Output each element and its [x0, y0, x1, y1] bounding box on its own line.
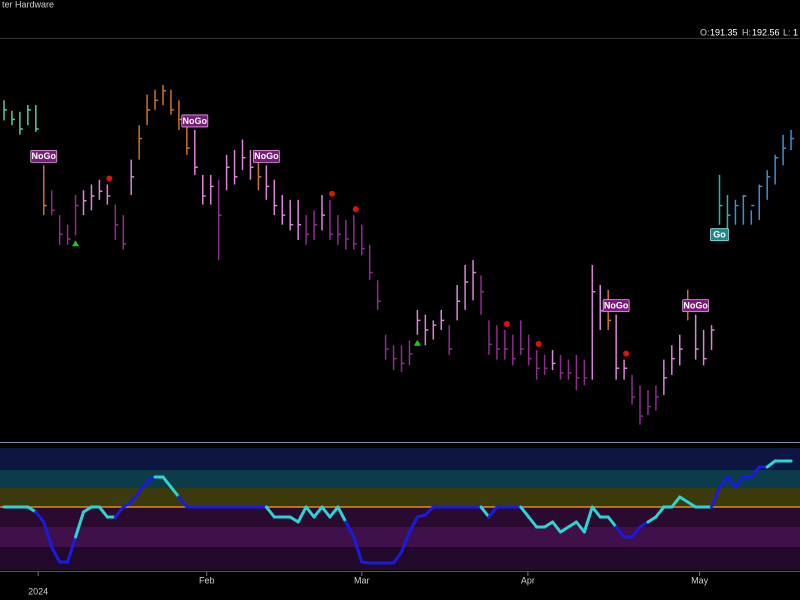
- oscillator-segment: [74, 510, 85, 539]
- low-value: 1: [793, 27, 798, 37]
- oscillator-segment: [407, 515, 419, 534]
- band: [0, 527, 800, 547]
- signal-box: [252, 149, 280, 163]
- signal-box: [602, 299, 630, 313]
- signal-label: Go: [713, 230, 726, 240]
- oscillator-segment: [686, 500, 698, 509]
- oscillator-segment: [654, 505, 666, 519]
- oscillator-segment: [733, 475, 745, 489]
- oscillator-segment: [34, 510, 46, 524]
- year-label: 2024: [28, 586, 48, 596]
- open-label: O:: [700, 27, 710, 37]
- oscillator-segment: [82, 505, 93, 514]
- oscillator-segment: [543, 520, 555, 529]
- high-value: 192.56: [752, 27, 780, 37]
- oscillator-segment: [630, 525, 642, 539]
- signal-box: [30, 149, 58, 163]
- oscillator-segment: [479, 505, 491, 519]
- signal-box: [682, 299, 710, 313]
- oscillator-segment: [113, 505, 125, 519]
- oscillator-segment: [121, 500, 133, 509]
- oscillator-segment: [574, 520, 586, 534]
- oscillator-segment: [312, 505, 324, 519]
- oscillator-segment: [392, 550, 403, 565]
- oscillator-segment: [749, 465, 761, 479]
- band: [0, 488, 800, 507]
- signal-label: NoGo: [183, 116, 208, 126]
- go-triangle: [72, 240, 80, 247]
- oscillator-segment: [551, 520, 562, 534]
- oscillator-segment: [66, 535, 78, 564]
- signal-label: NoGo: [32, 151, 57, 161]
- oscillator-segment: [129, 490, 141, 504]
- band: [0, 470, 800, 488]
- oscillator-segment: [26, 505, 38, 514]
- oscillator-segment: [614, 525, 626, 539]
- oscillator-segment: [328, 505, 340, 519]
- oscillator-segment: [670, 495, 682, 509]
- oscillator-segment: [42, 520, 54, 549]
- oscillator-segment: [519, 505, 531, 519]
- oscillator-segment: [423, 505, 435, 517]
- oscillator-segment: [177, 495, 189, 509]
- signal-label: NoGo: [254, 151, 279, 161]
- oscillator-segment: [145, 475, 157, 484]
- oscillator-segment: [678, 495, 690, 504]
- oscillator-segment: [566, 520, 578, 529]
- oscillator-segment: [527, 515, 539, 529]
- nogo-dot: [503, 320, 510, 327]
- oscillator-segment: [352, 535, 364, 564]
- band: [0, 448, 800, 470]
- x-tick-label: Feb: [199, 575, 215, 585]
- oscillator-segment: [487, 505, 499, 519]
- oscillator-segment: [606, 515, 618, 529]
- nogo-dot: [352, 206, 359, 213]
- oscillator-segment: [97, 505, 109, 519]
- oscillator-segment: [400, 530, 411, 554]
- nogo-dot: [535, 341, 542, 348]
- oscillator-segment: [559, 525, 570, 534]
- oscillator-segment: [161, 475, 173, 489]
- oscillator-segment: [646, 515, 658, 524]
- nogo-dot: [328, 190, 335, 197]
- signal-box: [710, 228, 729, 242]
- oscillator-segment: [50, 545, 62, 564]
- oscillator-segment: [137, 480, 149, 494]
- x-tick-label: Apr: [521, 575, 535, 585]
- nogo-dot: [623, 350, 630, 357]
- oscillator-segment: [304, 505, 316, 519]
- oscillator-segment: [718, 475, 729, 489]
- oscillator-segment: [296, 505, 308, 524]
- x-tick-label: May: [691, 575, 709, 585]
- oscillator-segment: [169, 485, 181, 499]
- band: [0, 507, 800, 527]
- high-label: H:: [742, 27, 751, 37]
- oscillator-segment: [725, 475, 737, 489]
- oscillator-segment: [638, 520, 650, 529]
- oscillator-segment: [264, 505, 276, 519]
- x-tick-label: Mar: [354, 575, 370, 585]
- signal-label: NoGo: [604, 301, 629, 311]
- band: [0, 547, 800, 570]
- nogo-dot: [106, 175, 113, 182]
- oscillator-segment: [582, 505, 594, 534]
- open-value: 191.35: [710, 27, 738, 37]
- oscillator-segment: [344, 520, 356, 539]
- oscillator-segment: [710, 485, 721, 509]
- oscillator-segment: [320, 505, 332, 519]
- chart-title: ter Hardware: [2, 0, 54, 9]
- oscillator-segment: [765, 459, 777, 469]
- go-triangle: [413, 339, 421, 346]
- oscillator-segment: [336, 505, 348, 524]
- oscillator-segment: [590, 505, 602, 519]
- signal-label: NoGo: [683, 301, 708, 311]
- signal-box: [181, 114, 209, 128]
- oscillator-bands: [0, 448, 800, 570]
- oscillator-segment: [288, 515, 300, 524]
- low-label: L:: [783, 27, 791, 37]
